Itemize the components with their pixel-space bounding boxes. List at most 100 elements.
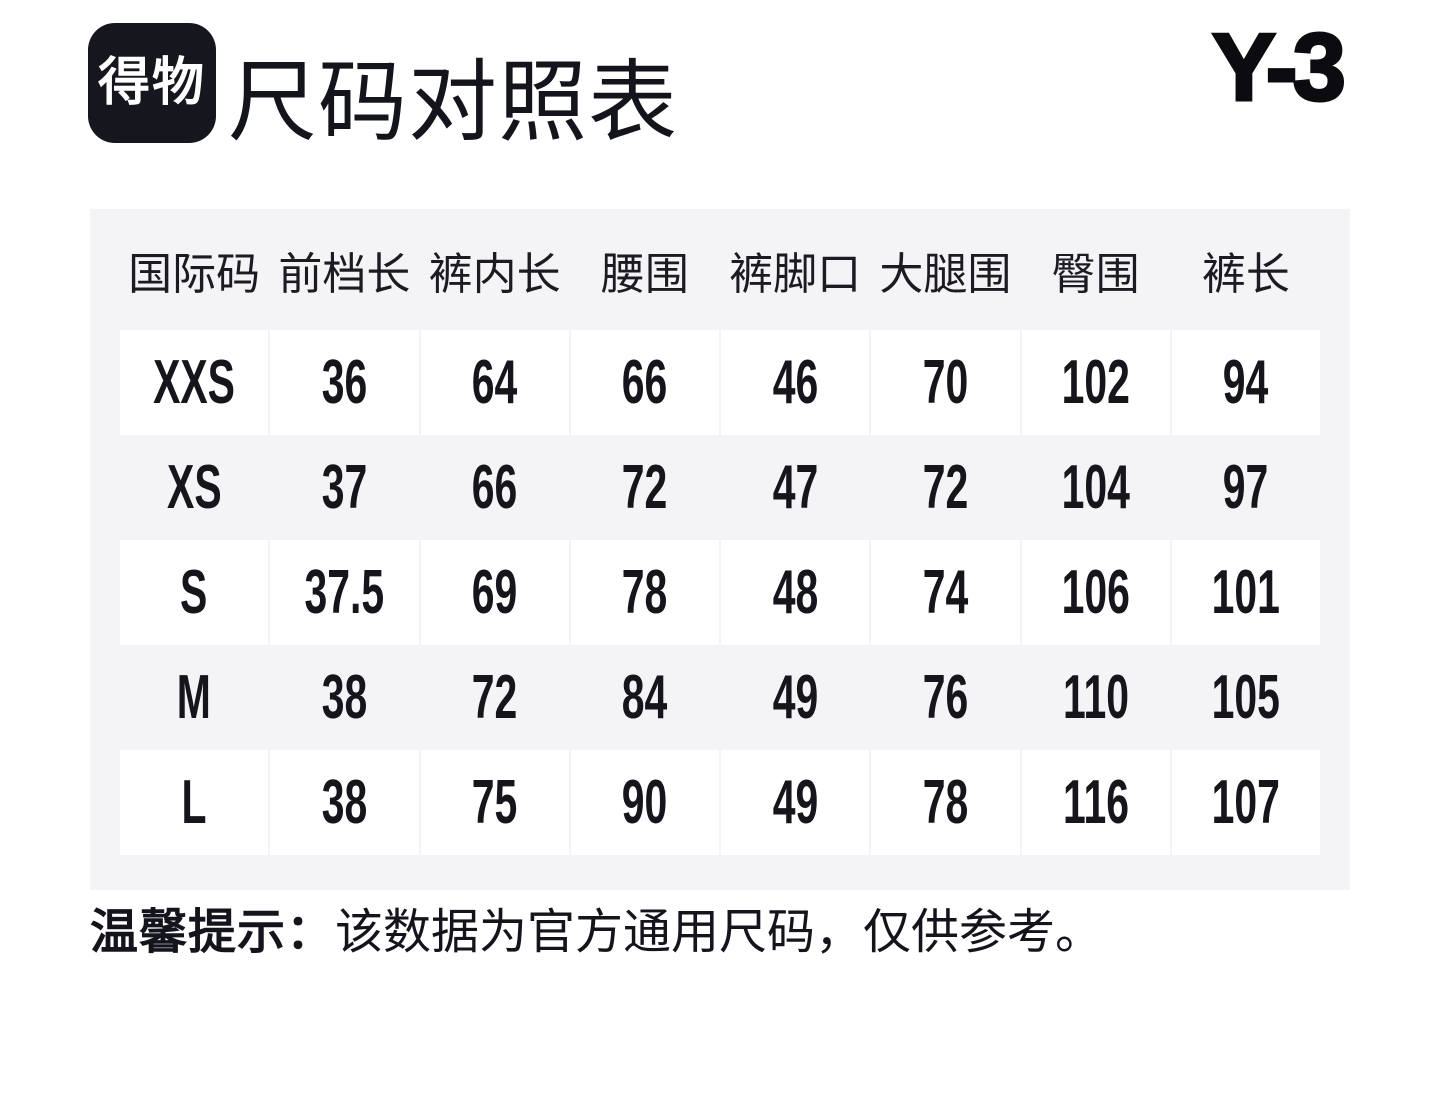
dewu-app-logo: 得物	[88, 23, 216, 143]
column-header-2: 裤内长	[428, 249, 561, 299]
value-cell: 97	[1172, 435, 1320, 540]
cell-text: 36	[321, 347, 368, 417]
cell-text: 66	[471, 452, 518, 522]
value-cell: 72	[571, 435, 719, 540]
value-cell: 116	[1021, 750, 1170, 855]
column-header-6: 臀围	[1051, 249, 1140, 299]
value-cell: 48	[721, 540, 870, 645]
value-cell: 37.5	[270, 540, 419, 645]
value-cell: 104	[1022, 435, 1170, 540]
cell-text: 107	[1211, 767, 1281, 837]
value-cell: 38	[270, 750, 419, 855]
cell-text: 38	[321, 662, 368, 732]
column-header-4: 裤脚口	[729, 249, 862, 299]
cell-text: 75	[471, 767, 518, 837]
cell-text: 105	[1211, 662, 1281, 732]
table-row-XXS: XXS 36 64 66 46 70 102 94	[120, 330, 1320, 435]
value-cell: 46	[721, 330, 870, 435]
value-cell: 49	[721, 645, 869, 750]
cell-text: 116	[1062, 767, 1129, 837]
cell-text: 37	[321, 452, 368, 522]
value-cell: 69	[420, 540, 569, 645]
table-row-S: S 37.5 69 78 48 74 106 101	[120, 540, 1320, 645]
value-cell: 72	[871, 435, 1019, 540]
cell-text: 90	[622, 767, 668, 837]
cell-text: XS	[166, 452, 222, 522]
size-label-cell: XXS	[120, 330, 269, 435]
size-label-cell: M	[120, 645, 268, 750]
cell-text: 46	[772, 347, 818, 417]
value-cell: 105	[1172, 645, 1320, 750]
page-title: 尺码对照表	[228, 52, 678, 152]
table-body: XXS 36 64 66 46 70 102 94 XS 37 66 72 47 72 104 97 S 37.5…	[120, 330, 1320, 855]
cell-text: 84	[622, 662, 668, 732]
value-cell: 70	[871, 330, 1020, 435]
cell-text: 102	[1061, 347, 1130, 417]
value-cell: 38	[270, 645, 418, 750]
value-cell: 107	[1171, 750, 1320, 855]
tip-text: 该数据为官方通用尺码，仅供参考。	[335, 906, 1104, 959]
value-cell: 76	[871, 645, 1019, 750]
cell-text: 74	[922, 557, 969, 627]
cell-text: 76	[922, 662, 969, 732]
size-label-cell: XS	[120, 435, 268, 540]
value-cell: 75	[420, 750, 569, 855]
size-label-cell: L	[120, 750, 269, 855]
cell-text: 110	[1062, 662, 1129, 732]
size-label-cell: S	[120, 540, 269, 645]
cell-text: XXS	[153, 347, 236, 417]
cell-text: M	[177, 662, 212, 732]
column-header-7: 裤长	[1201, 249, 1290, 299]
value-cell: 36	[270, 330, 419, 435]
y3-brand-logo: Y-3	[1210, 14, 1347, 121]
cell-text: 49	[772, 767, 818, 837]
value-cell: 106	[1021, 540, 1170, 645]
cell-text: L	[181, 767, 207, 837]
cell-text: 78	[922, 767, 969, 837]
value-cell: 90	[570, 750, 719, 855]
cell-text: 70	[922, 347, 969, 417]
value-cell: 94	[1171, 330, 1320, 435]
size-chart-table: 国际码 前档长 裤内长 腰围 裤脚口 大腿围 臀围 裤长 XXS 36 64 66 46 70 102 94…	[90, 209, 1350, 890]
cell-text: 94	[1223, 347, 1269, 417]
value-cell: 72	[421, 645, 569, 750]
cell-text: 106	[1061, 557, 1130, 627]
value-cell: 110	[1022, 645, 1170, 750]
value-cell: 74	[871, 540, 1020, 645]
cell-text: 38	[321, 767, 368, 837]
cell-text: 97	[1223, 452, 1269, 522]
dewu-logo-text: 得物	[97, 54, 206, 112]
table-row-XS: XS 37 66 72 47 72 104 97	[120, 435, 1320, 540]
footer-tip: 温馨提示：该数据为官方通用尺码，仅供参考。	[90, 903, 1103, 963]
cell-text: 49	[772, 662, 818, 732]
column-header-1: 前档长	[278, 249, 411, 299]
cell-text: 69	[471, 557, 518, 627]
value-cell: 66	[570, 330, 719, 435]
cell-text: 48	[772, 557, 818, 627]
table-row-L: L 38 75 90 49 78 116 107	[120, 750, 1320, 855]
value-cell: 49	[721, 750, 870, 855]
value-cell: 102	[1021, 330, 1170, 435]
value-cell: 47	[721, 435, 869, 540]
value-cell: 66	[421, 435, 569, 540]
cell-text: 101	[1211, 557, 1281, 627]
value-cell: 64	[420, 330, 569, 435]
column-header-3: 腰围	[600, 249, 689, 299]
tip-label: 温馨提示：	[90, 906, 336, 959]
value-cell: 84	[571, 645, 719, 750]
cell-text: 104	[1061, 452, 1130, 522]
cell-text: 72	[471, 662, 518, 732]
cell-text: 64	[471, 347, 518, 417]
value-cell: 78	[871, 750, 1020, 855]
column-header-0: 国际码	[128, 249, 261, 299]
cell-text: 37.5	[304, 557, 385, 627]
table-header-row: 国际码 前档长 裤内长 腰围 裤脚口 大腿围 臀围 裤长	[120, 209, 1320, 330]
cell-text: 78	[622, 557, 668, 627]
table-row-M: M 38 72 84 49 76 110 105	[120, 645, 1320, 750]
value-cell: 37	[270, 435, 418, 540]
cell-text: 72	[622, 452, 668, 522]
cell-text: S	[180, 557, 208, 627]
column-header-5: 大腿围	[879, 249, 1012, 299]
value-cell: 101	[1171, 540, 1320, 645]
cell-text: 66	[622, 347, 668, 417]
